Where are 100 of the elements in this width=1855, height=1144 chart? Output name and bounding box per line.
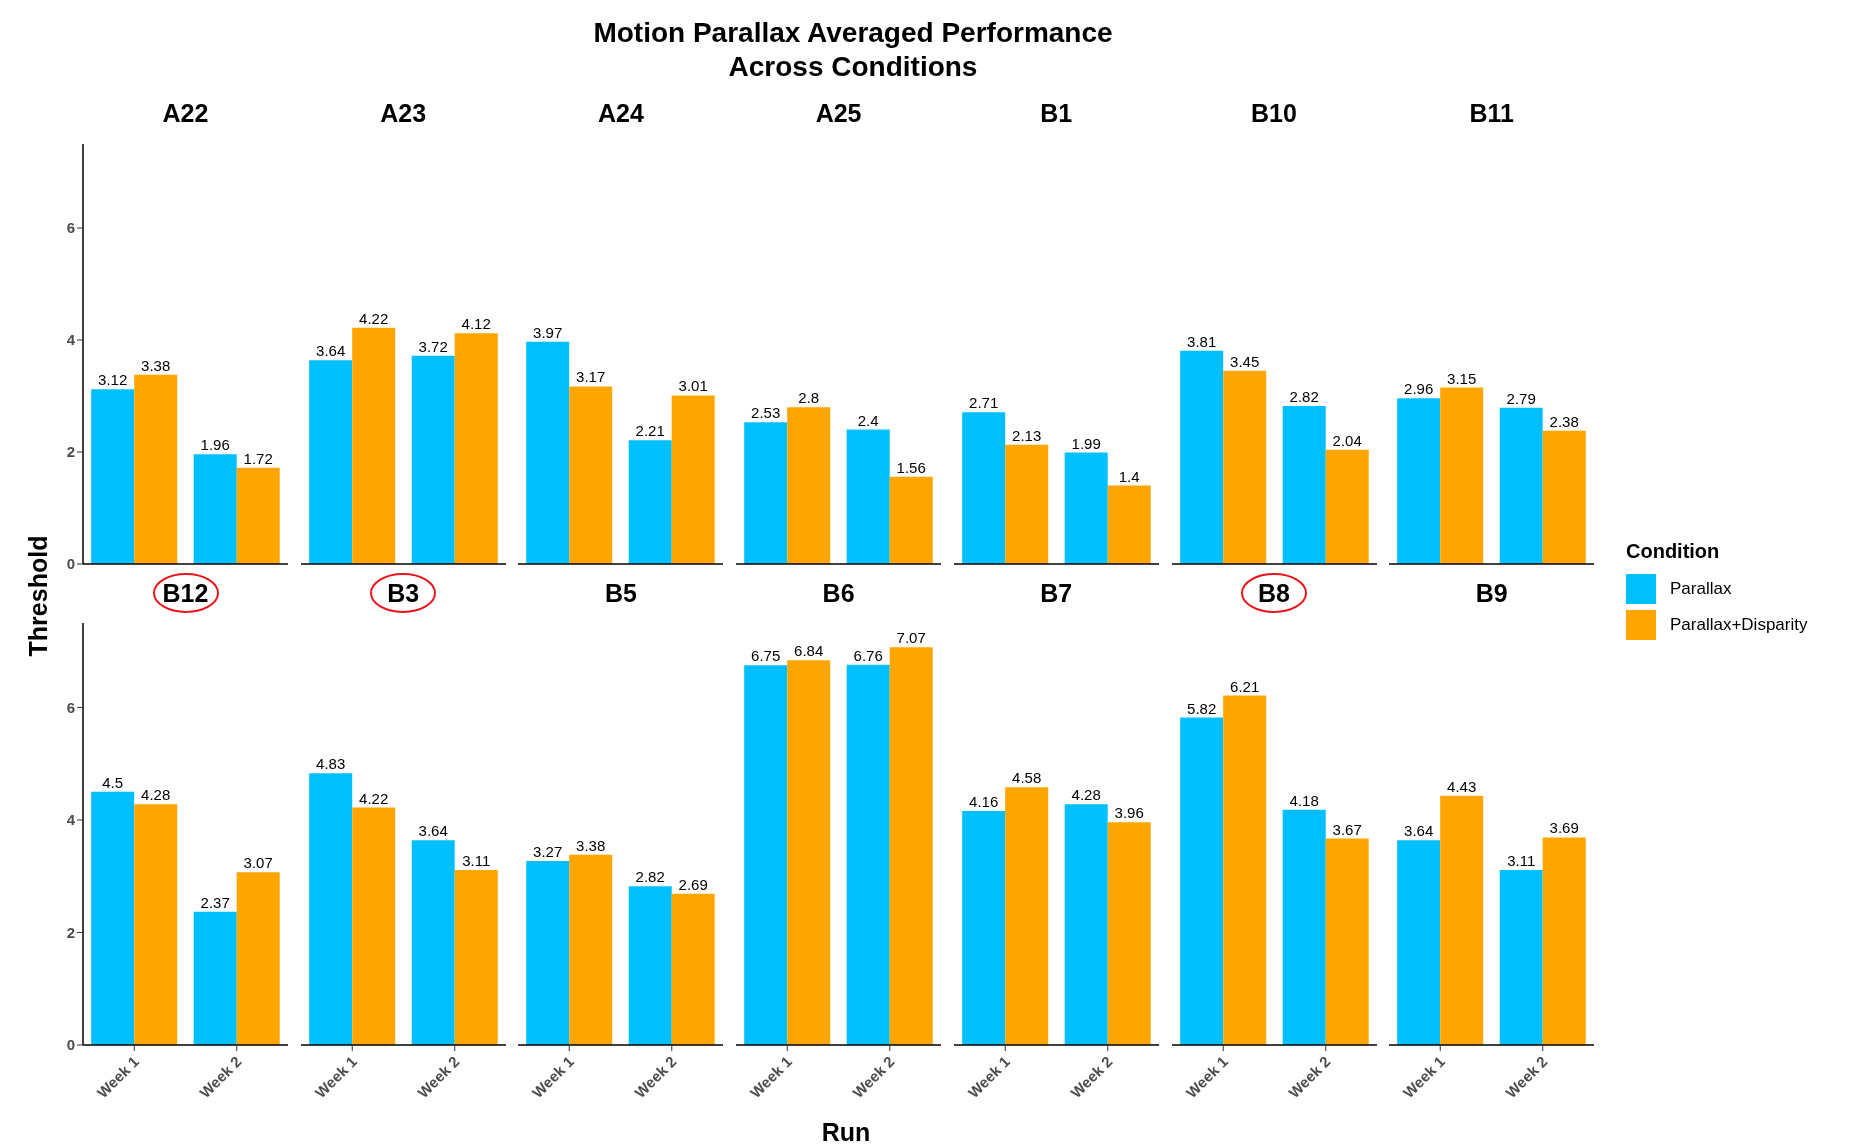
data-label: 3.17: [576, 368, 606, 386]
text: Motion Parallax Averaged Performance Across Conditions: [592, 16, 1114, 84]
bar: [236, 872, 280, 1045]
bar: [1107, 485, 1151, 564]
bar: [1064, 452, 1108, 564]
data-label: 3.67: [1332, 820, 1362, 838]
text: Threshold: [23, 535, 53, 657]
data-label: 3.81: [1186, 332, 1216, 350]
data-label: 4.22: [358, 789, 388, 807]
bar: [308, 360, 352, 564]
bar: [629, 886, 673, 1045]
data-label: 1.96: [200, 436, 230, 454]
data-label: 5.82: [1186, 699, 1216, 717]
chart-title: A24: [596, 98, 645, 128]
bar: [1222, 695, 1266, 1045]
data-label: 1.56: [896, 458, 926, 476]
bar: [236, 467, 280, 564]
data-label: 2.96: [1404, 380, 1434, 398]
bar: [672, 395, 716, 564]
chart-title: B5: [603, 578, 638, 608]
chart-title: B6: [821, 578, 856, 608]
bar: [411, 355, 455, 564]
data-label: 4.12: [461, 315, 491, 333]
text: Run: [820, 1118, 872, 1144]
data-label: 2.82: [635, 868, 666, 886]
bar: [569, 854, 613, 1045]
bar: [1440, 795, 1484, 1045]
bar: [1222, 370, 1266, 564]
bar: [308, 773, 352, 1045]
y-tick-label: 4: [66, 811, 76, 829]
data-label: 3.15: [1447, 369, 1477, 387]
bar: [526, 341, 570, 564]
bar: [1440, 387, 1484, 564]
bar: [962, 810, 1005, 1045]
bar: [787, 660, 831, 1045]
bar: [193, 454, 237, 564]
chart-title: A22: [161, 98, 210, 128]
data-label: 3.64: [418, 822, 448, 840]
bar: [672, 893, 716, 1045]
chart-title: A23: [379, 98, 428, 128]
data-label: 1.99: [1071, 434, 1101, 452]
data-label: 3.69: [1549, 819, 1579, 837]
chart-title: B12: [161, 578, 210, 608]
data-label: 4.28: [1071, 786, 1101, 804]
data-label: 3.11: [1507, 852, 1536, 870]
data-label: 3.07: [243, 854, 273, 872]
data-label: 1.72: [243, 449, 273, 467]
bar: [1325, 838, 1369, 1045]
bar: [411, 840, 455, 1045]
data-label: 2.69: [678, 875, 709, 893]
bar: [1542, 837, 1586, 1045]
bar: [1499, 407, 1543, 564]
data-label: 2.8: [798, 389, 820, 407]
data-label: 7.07: [896, 629, 926, 647]
bar: [1179, 350, 1223, 564]
chart-title: B3: [386, 578, 421, 608]
y-tick-label: 6: [66, 219, 75, 237]
bar: [351, 807, 395, 1045]
data-label: 3.12: [98, 371, 128, 389]
bar: [526, 861, 570, 1045]
bar: [1397, 398, 1441, 564]
data-label: 6.75: [751, 647, 781, 665]
bar: [846, 429, 890, 564]
data-label: 3.64: [315, 342, 345, 360]
chart-title: B9: [1474, 578, 1509, 608]
y-tick-label: 6: [66, 698, 75, 716]
bar: [454, 870, 498, 1045]
bar: [569, 386, 613, 564]
data-label: 6.21: [1229, 677, 1259, 695]
data-label: 4.83: [315, 755, 345, 773]
chart-title: B10: [1250, 98, 1298, 128]
legend-title: Condition: [1626, 540, 1721, 563]
data-label: 3.27: [533, 843, 563, 861]
bar: [889, 476, 933, 564]
bar: [1542, 430, 1586, 564]
data-label: 4.43: [1447, 777, 1477, 795]
bar: [351, 327, 395, 564]
chart-title: B8: [1257, 578, 1291, 608]
bar: [962, 412, 1005, 564]
bar: [629, 440, 673, 564]
data-label: 6.84: [794, 642, 824, 660]
bar: [134, 804, 178, 1045]
data-label: 2.82: [1289, 388, 1319, 406]
bar: [1282, 809, 1326, 1045]
data-label: 4.5: [102, 773, 124, 791]
data-label: 2.38: [1549, 412, 1579, 430]
bar: [1499, 870, 1543, 1045]
data-label: 3.01: [678, 377, 709, 395]
data-label: 1.4: [1118, 467, 1140, 485]
y-tick-label: 0: [66, 1036, 75, 1054]
bar: [193, 911, 237, 1045]
bar: [1107, 822, 1151, 1045]
data-label: 3.38: [141, 356, 171, 374]
bar: [787, 407, 831, 564]
data-label: 3.45: [1229, 352, 1259, 370]
bar: [91, 389, 135, 564]
data-label: 3.97: [533, 323, 563, 341]
data-label: 2.4: [857, 411, 879, 429]
data-label: 4.16: [968, 792, 999, 810]
chart-title: B11: [1468, 98, 1515, 128]
